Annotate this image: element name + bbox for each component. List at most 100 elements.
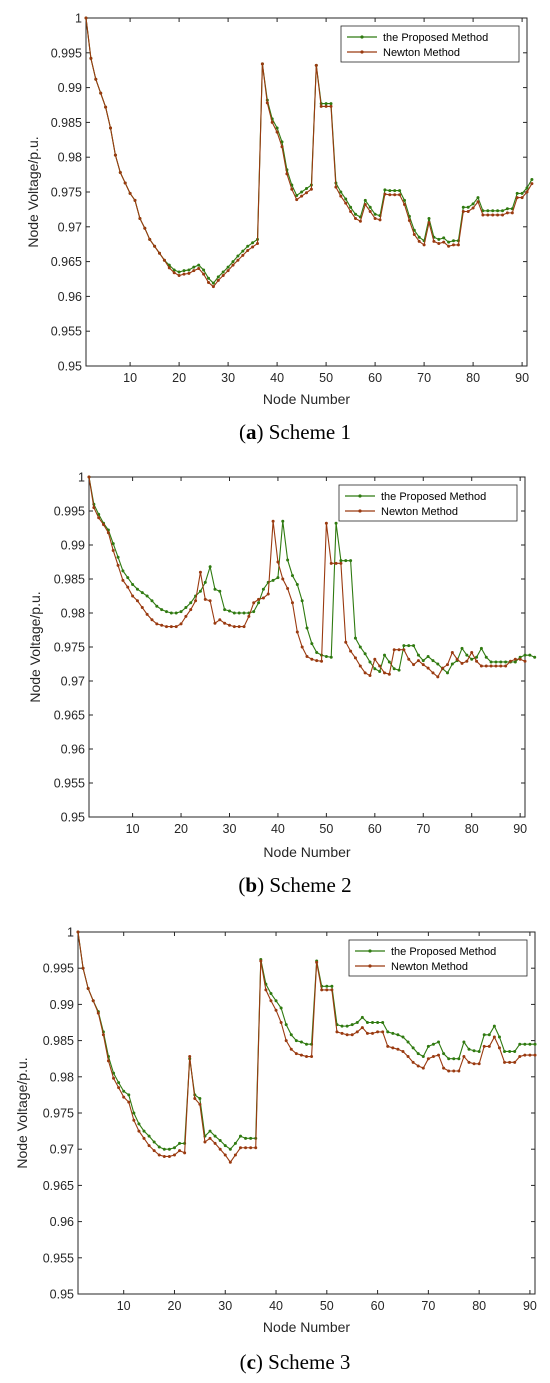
y-axis-label: Node Voltage/p.u. bbox=[27, 591, 43, 702]
data-point bbox=[197, 267, 201, 271]
data-point bbox=[466, 205, 470, 209]
data-point bbox=[339, 190, 343, 194]
data-point bbox=[381, 1021, 385, 1024]
data-point bbox=[238, 1134, 242, 1138]
data-point bbox=[249, 1136, 253, 1140]
series-group bbox=[87, 475, 537, 679]
data-point bbox=[198, 589, 202, 593]
data-point bbox=[467, 1060, 471, 1064]
data-point bbox=[476, 196, 480, 200]
data-point bbox=[462, 1055, 466, 1059]
data-point bbox=[284, 1039, 288, 1043]
data-point bbox=[289, 1047, 293, 1051]
data-point bbox=[280, 140, 284, 144]
data-point bbox=[197, 263, 201, 267]
data-point bbox=[442, 240, 446, 244]
data-point bbox=[416, 659, 420, 663]
legend-marker bbox=[360, 50, 364, 54]
data-point bbox=[155, 604, 159, 608]
y-axis-label: Node Voltage/p.u. bbox=[14, 1057, 30, 1168]
data-point bbox=[315, 659, 319, 663]
data-point bbox=[122, 1089, 126, 1093]
x-tick-label: 20 bbox=[168, 1299, 182, 1313]
data-point bbox=[188, 1055, 192, 1059]
data-point bbox=[117, 1081, 121, 1085]
data-point bbox=[162, 1154, 166, 1158]
data-point bbox=[505, 207, 509, 211]
data-point bbox=[510, 211, 514, 215]
data-point bbox=[330, 988, 334, 992]
data-point bbox=[452, 243, 455, 247]
data-point bbox=[442, 1066, 446, 1070]
legend-marker bbox=[368, 949, 372, 953]
data-point bbox=[349, 209, 353, 213]
data-point bbox=[289, 1033, 293, 1037]
data-point bbox=[508, 1049, 512, 1053]
data-point bbox=[178, 1141, 182, 1145]
data-point bbox=[344, 640, 348, 644]
y-tick-label: 0.98 bbox=[58, 151, 82, 165]
data-point bbox=[137, 1129, 141, 1133]
data-point bbox=[294, 1039, 298, 1043]
data-point bbox=[368, 674, 372, 678]
data-point bbox=[284, 1023, 288, 1027]
data-point bbox=[391, 1046, 395, 1050]
data-point bbox=[373, 212, 377, 216]
data-point bbox=[505, 211, 509, 215]
data-point bbox=[265, 101, 269, 105]
data-point bbox=[457, 1057, 461, 1061]
data-point bbox=[211, 285, 215, 289]
data-point bbox=[132, 1118, 136, 1122]
data-point bbox=[135, 599, 139, 603]
data-point bbox=[223, 1144, 227, 1148]
data-point bbox=[525, 190, 529, 194]
data-point bbox=[496, 213, 500, 217]
data-point bbox=[324, 102, 328, 106]
data-point bbox=[447, 244, 451, 248]
data-point bbox=[274, 999, 278, 1003]
data-point bbox=[178, 1149, 182, 1153]
y-tick-label: 0.96 bbox=[58, 290, 82, 304]
legend-label: the Proposed Method bbox=[391, 946, 496, 958]
data-point bbox=[202, 272, 206, 276]
data-point bbox=[325, 984, 329, 988]
data-point bbox=[388, 193, 392, 197]
data-point bbox=[226, 269, 230, 273]
data-point bbox=[174, 611, 178, 615]
data-point bbox=[475, 655, 479, 659]
data-point bbox=[231, 260, 235, 264]
data-point bbox=[269, 992, 273, 996]
data-point bbox=[179, 622, 183, 626]
data-point bbox=[116, 555, 120, 559]
data-point bbox=[106, 531, 110, 535]
x-tick-label: 60 bbox=[368, 371, 382, 385]
x-tick-label: 60 bbox=[371, 1299, 385, 1313]
legend-label: Newton Method bbox=[391, 961, 468, 973]
data-point bbox=[398, 189, 402, 193]
data-point bbox=[373, 667, 377, 671]
data-point bbox=[172, 271, 176, 275]
data-point bbox=[236, 254, 240, 258]
data-point bbox=[484, 664, 488, 668]
data-point bbox=[264, 988, 268, 992]
data-point bbox=[378, 664, 382, 668]
x-tick-label: 40 bbox=[269, 1299, 283, 1313]
data-point bbox=[344, 201, 348, 205]
data-point bbox=[172, 1146, 176, 1150]
data-point bbox=[315, 960, 319, 964]
data-point bbox=[358, 645, 362, 649]
data-point bbox=[398, 193, 402, 197]
data-point bbox=[117, 1086, 121, 1090]
data-point bbox=[381, 1030, 385, 1034]
data-point bbox=[261, 587, 265, 591]
data-point bbox=[421, 659, 425, 663]
data-point bbox=[269, 999, 273, 1003]
data-point bbox=[403, 203, 406, 207]
legend: the Proposed Method Newton Method bbox=[338, 484, 518, 522]
data-point bbox=[184, 606, 188, 610]
data-point bbox=[411, 1060, 415, 1064]
y-tick-label: 0.995 bbox=[54, 505, 85, 519]
data-point bbox=[320, 988, 324, 992]
data-point bbox=[223, 608, 227, 612]
data-point bbox=[238, 1146, 242, 1150]
